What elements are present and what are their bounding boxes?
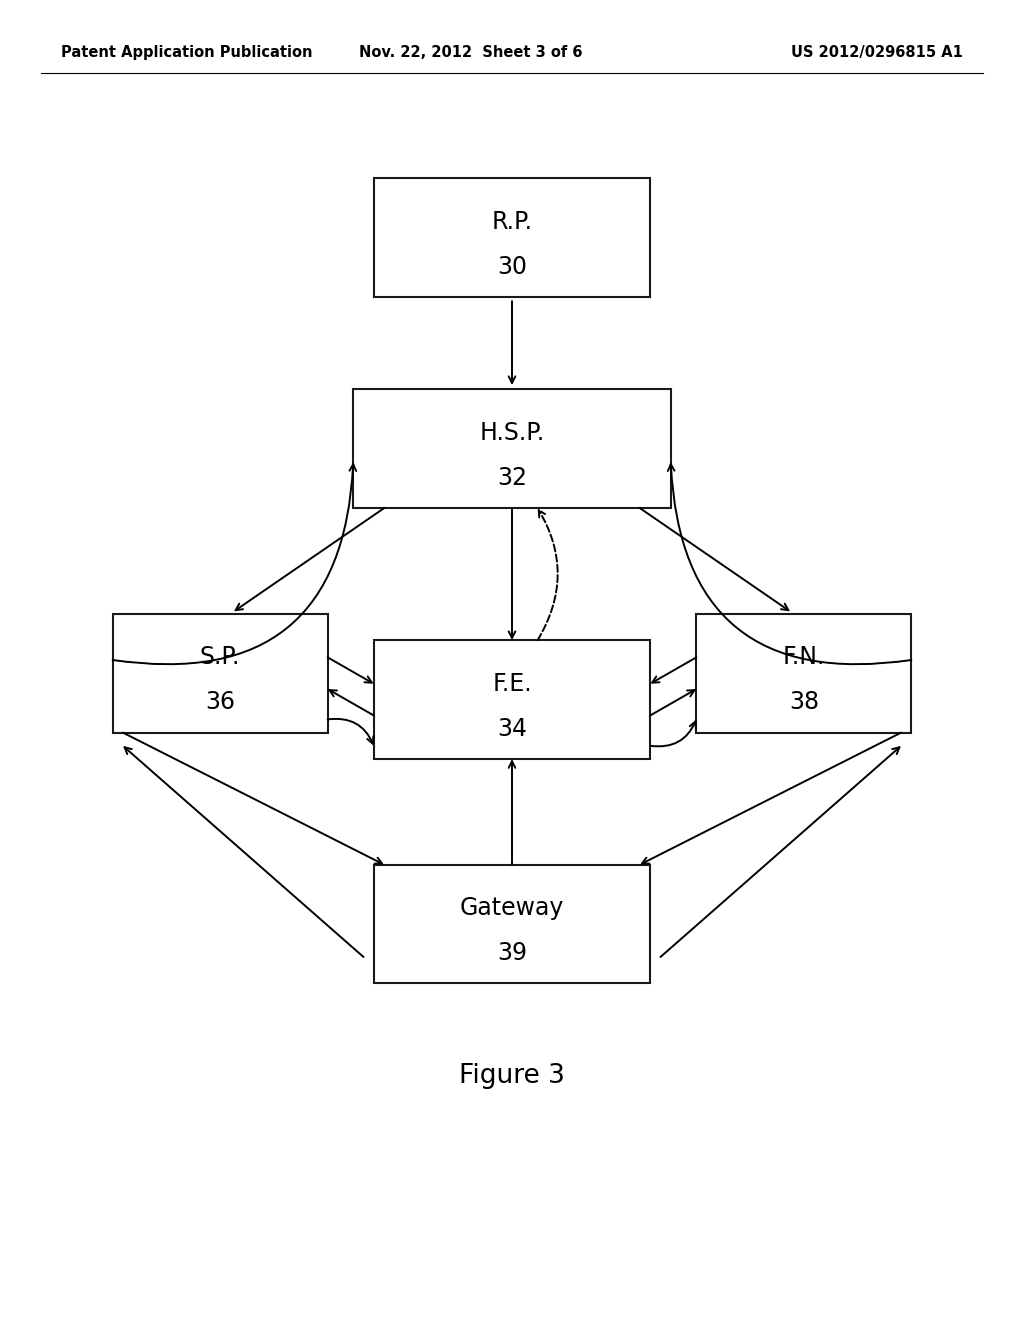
Text: 38: 38 [788, 690, 819, 714]
FancyBboxPatch shape [374, 178, 650, 297]
Text: S.P.: S.P. [200, 645, 241, 669]
Text: 36: 36 [205, 690, 236, 714]
FancyBboxPatch shape [113, 614, 328, 733]
FancyBboxPatch shape [374, 640, 650, 759]
Text: Patent Application Publication: Patent Application Publication [61, 45, 313, 61]
Text: F.N.: F.N. [782, 645, 825, 669]
Text: R.P.: R.P. [492, 210, 532, 234]
Text: Nov. 22, 2012  Sheet 3 of 6: Nov. 22, 2012 Sheet 3 of 6 [359, 45, 583, 61]
Text: 30: 30 [497, 255, 527, 279]
Text: Gateway: Gateway [460, 896, 564, 920]
Text: 32: 32 [497, 466, 527, 490]
FancyBboxPatch shape [353, 389, 671, 508]
FancyBboxPatch shape [374, 865, 650, 983]
Text: F.E.: F.E. [493, 672, 531, 696]
Text: 39: 39 [497, 941, 527, 965]
Text: 34: 34 [497, 717, 527, 741]
Text: H.S.P.: H.S.P. [479, 421, 545, 445]
Text: Figure 3: Figure 3 [459, 1063, 565, 1089]
Text: US 2012/0296815 A1: US 2012/0296815 A1 [791, 45, 963, 61]
FancyBboxPatch shape [696, 614, 911, 733]
